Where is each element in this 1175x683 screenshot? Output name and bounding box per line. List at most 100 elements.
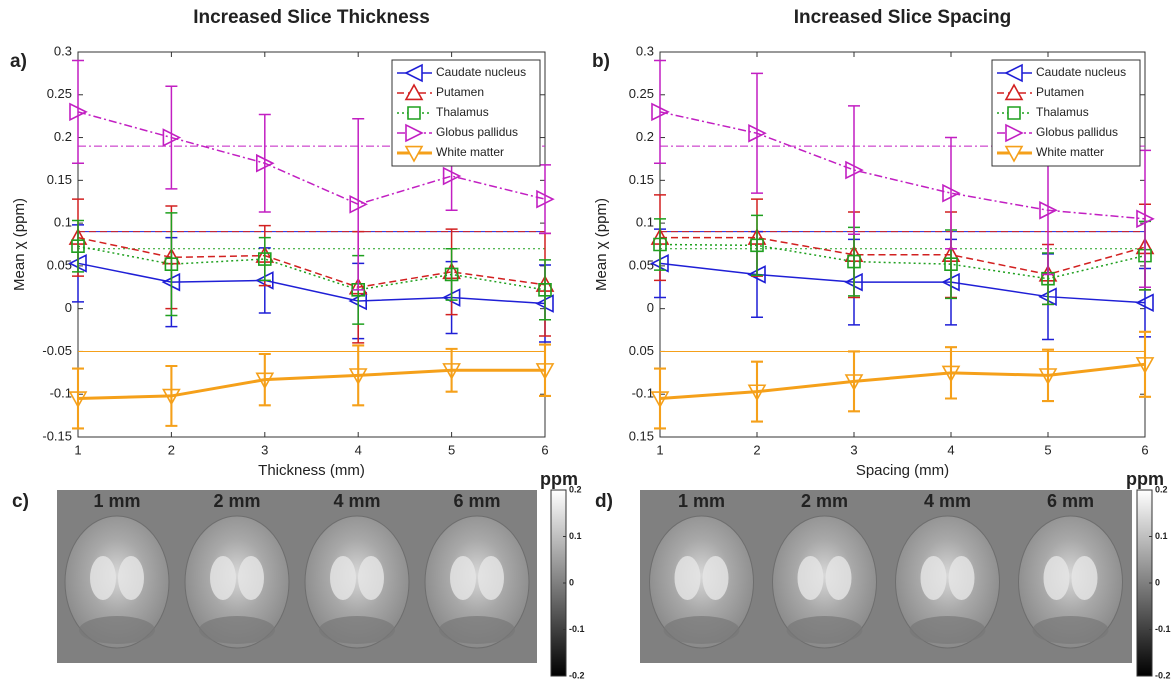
series-line — [659, 362, 1146, 400]
y-tick-label: 0 — [65, 300, 72, 315]
image-caption: 2 mm — [801, 491, 848, 511]
deep-gray-matter — [674, 556, 701, 600]
legend-label: Globus pallidus — [436, 125, 518, 139]
deep-gray-matter — [1071, 556, 1098, 600]
marker — [847, 254, 861, 269]
colorbar-unit: ppm — [540, 469, 578, 489]
legend-marker — [1004, 63, 1023, 83]
deep-gray-matter — [90, 556, 116, 600]
y-tick-label: 0.05 — [629, 343, 654, 358]
deep-gray-matter — [948, 556, 975, 600]
brain-slice — [772, 515, 877, 649]
marker — [535, 363, 555, 380]
y-tick-label: 0.15 — [629, 428, 654, 443]
y-tick-label: 0.3 — [54, 43, 72, 58]
marker — [349, 194, 368, 214]
y-tick-label: 0.25 — [47, 86, 72, 101]
deep-gray-matter — [478, 556, 504, 600]
error-bar — [751, 214, 763, 277]
marker — [164, 257, 179, 271]
marker — [653, 237, 667, 252]
image-caption: 6 mm — [453, 491, 500, 511]
y-axis-label: Mean χ (ppm) — [593, 198, 610, 291]
legend-label: Thalamus — [1036, 105, 1089, 119]
marker — [942, 183, 961, 203]
legend-marker — [404, 63, 423, 83]
colorbar-tick-label: -0.1 — [569, 624, 585, 634]
deep-gray-matter — [330, 556, 356, 600]
x-tick-label: 2 — [753, 442, 760, 457]
marker — [538, 283, 552, 297]
marker — [1135, 357, 1155, 374]
series-line — [659, 111, 1146, 220]
y-tick-label: 0.3 — [636, 43, 654, 58]
marker — [747, 384, 767, 402]
legend-marker — [404, 145, 424, 163]
x-axis-label: Spacing (mm) — [856, 462, 949, 479]
colorbar-tick-label: 0.2 — [1155, 484, 1168, 494]
posterior-region — [199, 616, 275, 644]
y-tick-label: 0.1 — [636, 215, 654, 230]
x-tick-label: 6 — [541, 442, 548, 457]
error-bar — [945, 136, 957, 250]
marker — [162, 128, 182, 147]
x-tick-label: 3 — [261, 442, 268, 457]
marker — [750, 238, 764, 253]
marker — [348, 368, 368, 386]
marker — [256, 153, 275, 173]
legend-marker — [407, 106, 421, 120]
brain-slice — [304, 515, 410, 649]
colorbar-tick-label: -0.1 — [1155, 624, 1171, 634]
legend-marker — [405, 123, 424, 143]
error-bar — [72, 59, 84, 164]
brain-slice — [649, 515, 754, 649]
chart-title: Increased Slice Spacing — [794, 7, 1012, 28]
y-tick-label: -0.15 — [42, 428, 72, 443]
x-tick-label: 1 — [656, 442, 663, 457]
marker — [844, 374, 864, 392]
panel-label: a) — [10, 51, 27, 72]
y-tick-label: -0.1 — [632, 386, 654, 401]
deep-gray-matter — [210, 556, 236, 600]
deep-gray-matter — [797, 556, 824, 600]
marker — [650, 391, 670, 409]
brain-slice — [895, 515, 1000, 649]
legend-label: Putamen — [436, 85, 484, 99]
deep-gray-matter — [238, 556, 264, 600]
colorbar-unit: ppm — [1126, 469, 1164, 489]
posterior-region — [909, 616, 986, 644]
series-line — [77, 262, 546, 305]
marker — [69, 102, 88, 122]
image-caption: 1 mm — [678, 491, 725, 511]
deep-gray-matter — [118, 556, 144, 600]
legend-marker — [1007, 106, 1021, 120]
legend-marker — [1004, 145, 1024, 163]
image-caption: 2 mm — [213, 491, 260, 511]
marker — [1138, 248, 1152, 263]
deep-gray-matter — [920, 556, 947, 600]
posterior-region — [786, 616, 863, 644]
marker — [1136, 209, 1155, 229]
marker — [351, 283, 365, 297]
marker — [1135, 293, 1154, 312]
y-tick-label: 0.1 — [54, 215, 72, 230]
marker — [444, 267, 459, 282]
x-tick-label: 3 — [850, 442, 857, 457]
x-tick-label: 5 — [448, 442, 455, 457]
marker — [68, 391, 88, 409]
error-bar — [539, 259, 551, 321]
y-tick-label: -0.05 — [42, 343, 72, 358]
x-tick-label: 1 — [74, 442, 81, 457]
error-bar — [258, 236, 271, 282]
y-tick-label: 0.15 — [47, 172, 72, 187]
brain-slice — [1018, 515, 1123, 649]
legend-label: Caudate nucleus — [1036, 65, 1126, 79]
deep-gray-matter — [1043, 556, 1070, 600]
series-line — [659, 262, 1146, 304]
legend-marker — [404, 83, 424, 101]
y-tick-label: 0.05 — [47, 257, 72, 272]
y-tick-label: -0.1 — [50, 386, 72, 401]
y-axis-label: Mean χ (ppm) — [11, 198, 28, 291]
deep-gray-matter — [450, 556, 476, 600]
